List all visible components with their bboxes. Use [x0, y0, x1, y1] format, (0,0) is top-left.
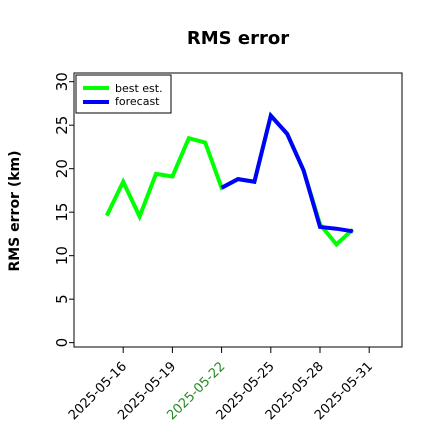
y-tick-label: 5	[53, 294, 71, 304]
x-axis-ticks: 2025-05-162025-05-192025-05-222025-05-25…	[66, 347, 376, 423]
plot-area	[73, 72, 403, 348]
y-axis-ticks: 0 5 10 15 20 25 30	[53, 72, 74, 347]
y-tick-label: 20	[53, 159, 71, 178]
y-tick-label: 30	[53, 72, 71, 91]
series-line-best-est	[104, 111, 355, 248]
y-tick-label: 10	[53, 246, 71, 265]
legend-label-best-est: best est.	[115, 82, 163, 95]
chart-title: RMS error	[187, 28, 289, 49]
series-line-forecast	[220, 111, 354, 234]
series-layer	[104, 111, 355, 248]
legend: best est. forecast	[75, 74, 172, 114]
y-tick-label: 0	[53, 338, 71, 348]
y-tick-label: 25	[53, 116, 71, 135]
y-axis-label: RMS error (km)	[7, 150, 23, 271]
y-tick-label: 15	[53, 203, 71, 222]
legend-label-forecast: forecast	[115, 95, 160, 108]
legend-box	[75, 74, 172, 114]
